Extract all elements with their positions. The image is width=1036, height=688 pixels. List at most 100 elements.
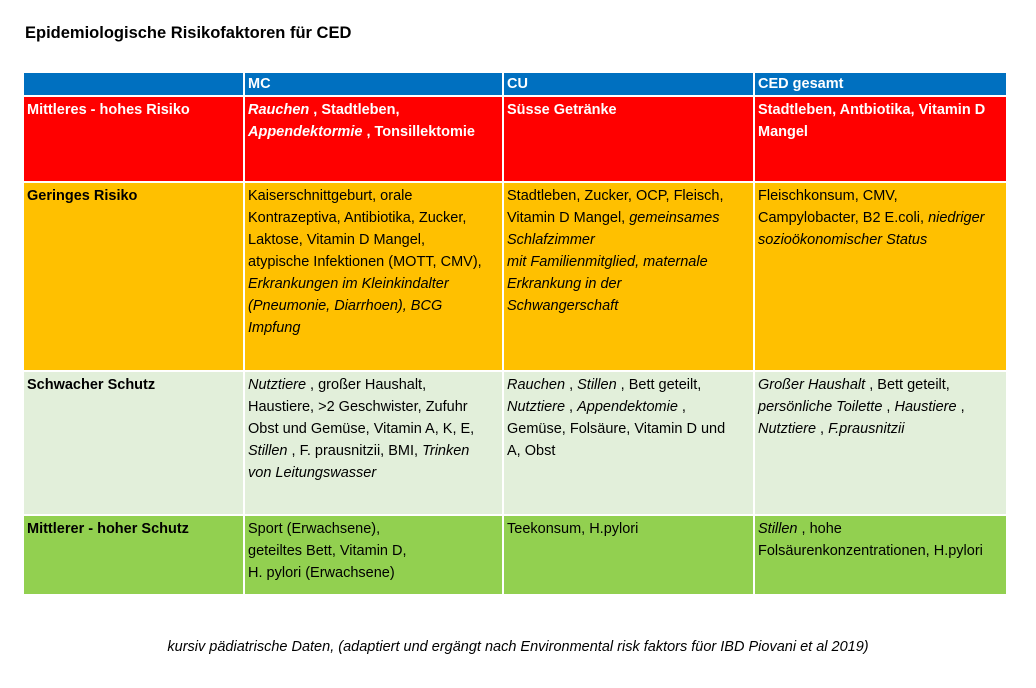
text: , [882, 399, 895, 415]
italic-text: mit Familienmitglied, maternale [507, 254, 708, 270]
cell-line: Gemüse, Folsäure, Vitamin D und [507, 418, 750, 440]
italic-text: Nutztiere [758, 421, 817, 437]
text: , hohe [797, 521, 842, 537]
table-row: Mittlerer - hoher Schutz Sport (Erwachse… [22, 514, 1008, 596]
row-label: Mittlerer - hoher Schutz [22, 514, 245, 596]
table-row: Mittleres - hohes Risiko Rauchen , Stadt… [22, 95, 1008, 183]
table-header-row: MC CU CED gesamt [22, 71, 1008, 97]
cell-line: Nutztiere , F.prausnitzii [758, 418, 1003, 440]
text: , Tonsillektomie [362, 124, 475, 140]
cell-mc: Rauchen , Stadtleben, Appendektormie , To… [243, 95, 504, 183]
table-row: Geringes Risiko Kaiserschnittgeburt, ora… [22, 181, 1008, 372]
text: Folsäurenkonzentrationen, H.pylori [758, 543, 983, 559]
text: Stadtleben, Zucker, OCP, Fleisch, [507, 188, 724, 204]
text: atypische Infektionen (MOTT, CMV), [248, 254, 482, 270]
cell-line: Obst und Gemüse, Vitamin A, K, E, [248, 418, 499, 440]
cell-line: Folsäurenkonzentrationen, H.pylori [758, 540, 1003, 562]
cell-ced-gesamt: Stillen , hohe Folsäurenkonzentrationen, … [753, 514, 1008, 596]
text: Teekonsum, H.pylori [507, 521, 639, 537]
italic-text: Stillen [577, 377, 617, 393]
text: Laktose, Vitamin D Mangel, [248, 232, 426, 248]
cell-cu: Teekonsum, H.pylori [502, 514, 755, 596]
cell-line: Stillen , F. prausnitzii, BMI, Trinken [248, 440, 499, 462]
italic-text: Impfung [248, 320, 301, 336]
cell-line: von Leitungswasser [248, 462, 499, 484]
cell-line: Großer Haushalt , Bett geteilt, [758, 374, 1003, 396]
row-label: Mittleres - hohes Risiko [22, 95, 245, 183]
italic-text: Nutztiere [248, 377, 307, 393]
text: , [565, 399, 578, 415]
text: , [677, 399, 686, 415]
italic-text: Appendektomie [577, 399, 678, 415]
row-label: Geringes Risiko [22, 181, 245, 372]
text: H. pylori (Erwachsene) [248, 565, 395, 581]
cell-line: Laktose, Vitamin D Mangel, [248, 229, 499, 251]
cell-line: Stadtleben, Zucker, OCP, Fleisch, [507, 185, 750, 207]
cell-ced-gesamt: Fleischkonsum, CMV, Campylobacter, B2 E.c… [753, 181, 1008, 372]
text: , [565, 377, 578, 393]
text: Stadtleben, Antbiotika, Vitamin D [758, 102, 986, 118]
italic-text: Nutztiere [507, 399, 566, 415]
italic-text: F.prausnitzii [828, 421, 905, 437]
text: , Bett geteilt, [865, 377, 950, 393]
text: , F. prausnitzii, BMI, [287, 443, 423, 459]
text: , [816, 421, 829, 437]
italic-text: Haustiere [894, 399, 957, 415]
cell-line: Stillen , hohe [758, 518, 1003, 540]
cell-line: mit Familienmitglied, maternale [507, 251, 750, 273]
cell-line: Erkrankung in der [507, 273, 750, 295]
text: Mangel [758, 124, 808, 140]
italic-text: (Pneumonie, Diarrhoen), BCG [248, 298, 443, 314]
text: , Stadtleben, [309, 102, 400, 118]
cell-line: sozioökonomischer Status [758, 229, 1003, 251]
cell-line: Nutztiere , Appendektomie , [507, 396, 750, 418]
header-cell-empty [22, 71, 245, 97]
italic-text: Trinken [422, 443, 470, 459]
cell-line: (Pneumonie, Diarrhoen), BCG [248, 295, 499, 317]
header-cell-cu: CU [502, 71, 755, 97]
cell-ced-gesamt: Großer Haushalt , Bett geteilt, persönlic… [753, 370, 1008, 516]
cell-line: H. pylori (Erwachsene) [248, 562, 499, 584]
cell-line: Erkrankungen im Kleinkindalter [248, 273, 499, 295]
cell-line: Kontrazeptiva, Antibiotika, Zucker, [248, 207, 499, 229]
cell-line: Fleischkonsum, CMV, [758, 185, 1003, 207]
cell-line: Rauchen , Stillen , Bett geteilt, [507, 374, 750, 396]
cell-line: Teekonsum, H.pylori [507, 518, 750, 540]
text: Campylobacter, B2 E.coli, [758, 210, 929, 226]
italic-text: Stillen [248, 443, 288, 459]
text: geteiltes Bett, Vitamin D, [248, 543, 407, 559]
cell-line: persönliche Toilette , Haustiere , [758, 396, 1003, 418]
text: Obst und Gemüse, Vitamin A, K, E, [248, 421, 475, 437]
italic-text: Schlafzimmer [507, 232, 595, 248]
footer-note: kursiv pädiatrische Daten, (adaptiert un… [167, 639, 869, 655]
italic-text: von Leitungswasser [248, 465, 377, 481]
cell-line: Vitamin D Mangel, gemeinsames [507, 207, 750, 229]
italic-text: Erkrankung in der [507, 276, 622, 292]
cell-line: Campylobacter, B2 E.coli, niedriger [758, 207, 1003, 229]
italic-text: persönliche Toilette [758, 399, 883, 415]
header-cell-mc: MC [243, 71, 504, 97]
cell-line: Rauchen , Stadtleben, [248, 99, 499, 121]
page-title: Epidemiologische Risikofaktoren für CED [25, 24, 352, 42]
row-label: Schwacher Schutz [22, 370, 245, 516]
text: , Bett geteilt, [616, 377, 702, 393]
italic-text: Stillen [758, 521, 798, 537]
text: A, Obst [507, 443, 556, 459]
text: , großer Haushalt, [306, 377, 427, 393]
risk-factor-table: MC CU CED gesamt Mittleres - hohes Risik… [22, 71, 1008, 596]
italic-text: Rauchen [507, 377, 566, 393]
italic-text: gemeinsames [629, 210, 720, 226]
cell-line: Süsse Getränke [507, 99, 750, 121]
cell-cu: Süsse Getränke [502, 95, 755, 183]
cell-cu: Rauchen , Stillen , Bett geteilt, Nutztie… [502, 370, 755, 516]
text: Süsse Getränke [507, 102, 617, 118]
text: Kaiserschnittgeburt, orale [248, 188, 413, 204]
cell-line: Haustiere, >2 Geschwister, Zufuhr [248, 396, 499, 418]
header-cell-ced-gesamt: CED gesamt [753, 71, 1008, 97]
cell-cu: Stadtleben, Zucker, OCP, Fleisch, Vitamin… [502, 181, 755, 372]
text: Kontrazeptiva, Antibiotika, Zucker, [248, 210, 467, 226]
italic-text: Appendektormie [248, 124, 363, 140]
text: Gemüse, Folsäure, Vitamin D und [507, 421, 726, 437]
cell-line: Nutztiere , großer Haushalt, [248, 374, 499, 396]
italic-text: Erkrankungen im Kleinkindalter [248, 276, 449, 292]
